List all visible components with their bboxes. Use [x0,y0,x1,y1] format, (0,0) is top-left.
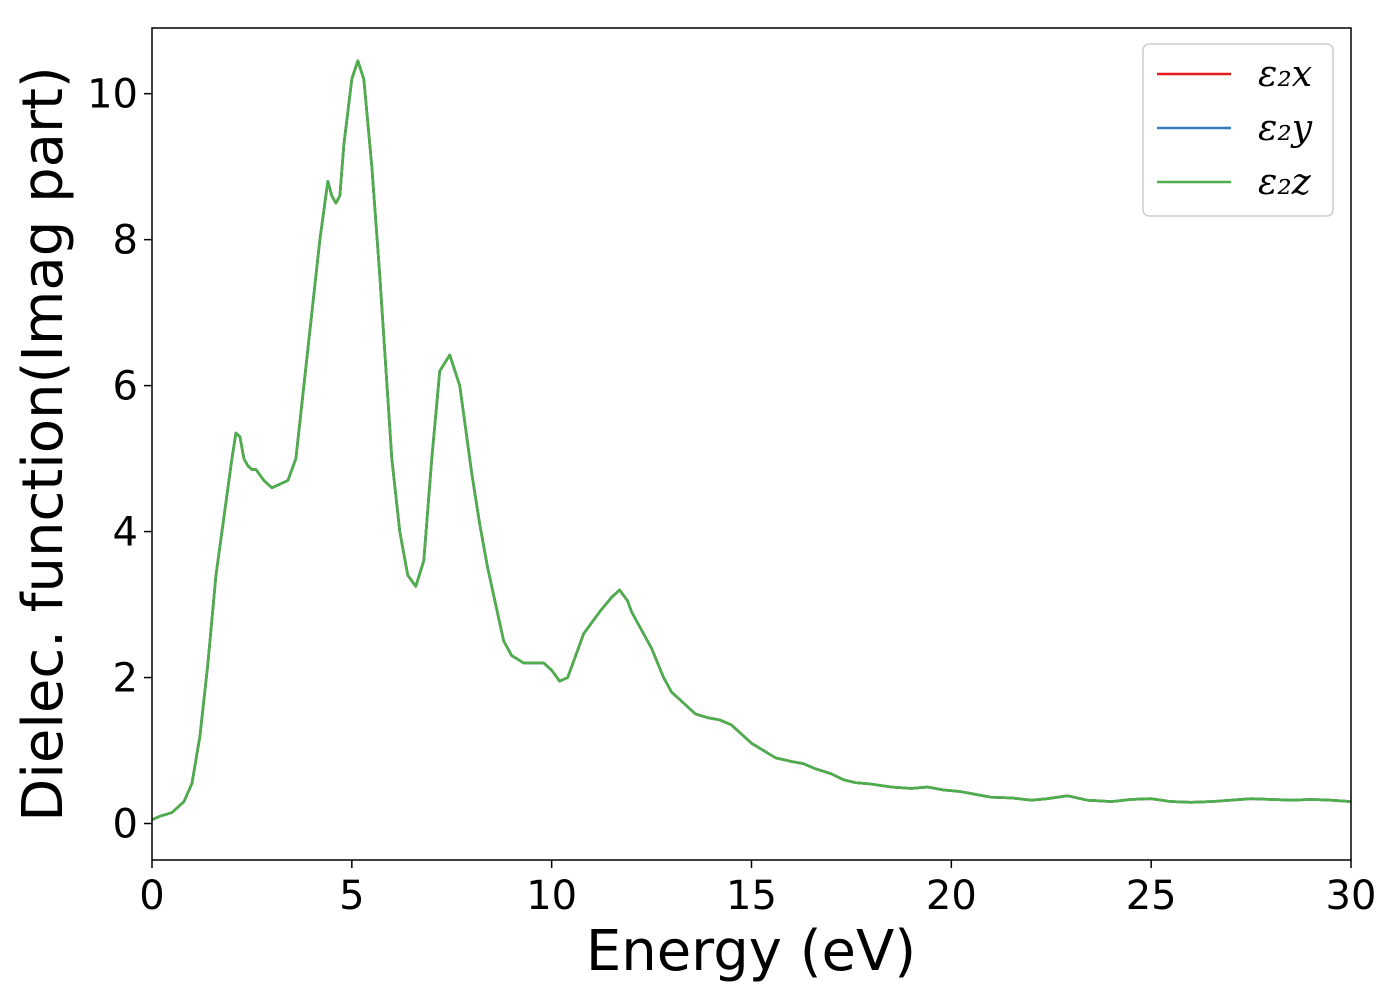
y-tick-label-4: 8 [113,218,138,264]
x-tick-label-3: 15 [726,873,777,919]
x-tick-label-2: 10 [526,873,577,919]
legend: ε₂x ε₂y ε₂z [1142,43,1334,217]
x-tick-label-6: 30 [1326,873,1377,919]
x-tick-label-1: 5 [339,873,364,919]
x-tick-label-5: 25 [1126,873,1177,919]
y-tick-label-2: 4 [113,510,138,556]
x-axis-title: Energy (eV) [586,919,916,984]
legend-box [1142,43,1334,217]
y-axis: 0 2 4 6 8 10 [87,72,152,848]
y-tick-label-3: 6 [113,364,138,410]
x-tick-label-4: 20 [926,873,977,919]
legend-label-0: ε₂x [1258,54,1312,95]
legend-label-1: ε₂y [1258,108,1313,149]
series-layer [152,59,1351,822]
y-tick-label-1: 2 [113,656,138,702]
y-tick-label-0: 0 [113,802,138,848]
x-axis: 0 5 10 15 20 25 30 [139,860,1376,919]
series-line-2 [152,59,1351,822]
y-tick-label-5: 10 [87,72,138,118]
y-axis-title: Dielec. function(Imag part) [11,66,76,822]
legend-items: ε₂x ε₂y ε₂z [1157,54,1313,203]
legend-label-2: ε₂z [1258,162,1312,203]
x-tick-label-0: 0 [139,873,164,919]
